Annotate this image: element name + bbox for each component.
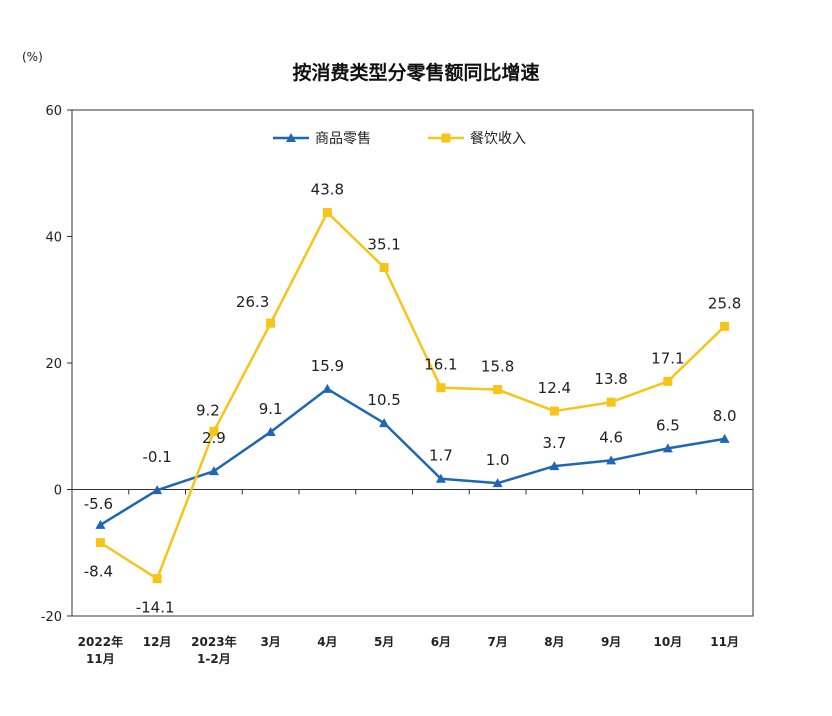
- x-tick-label: 12月: [143, 635, 172, 649]
- data-label: 43.8: [311, 180, 344, 198]
- data-label: 2.9: [202, 429, 226, 447]
- legend: 商品零售 餐饮收入: [273, 131, 526, 147]
- series-2-point: [663, 376, 673, 386]
- series-1-point: [492, 478, 503, 488]
- x-tick-label: 2023年: [191, 634, 236, 649]
- data-label: 8.0: [713, 407, 737, 425]
- data-label: 10.5: [367, 391, 400, 409]
- data-label: 6.5: [656, 416, 680, 434]
- data-label: -8.4: [84, 563, 113, 581]
- chart-title: 按消费类型分零售额同比增速: [292, 62, 540, 84]
- y-tick-label: 20: [45, 357, 62, 372]
- series-1-point: [95, 519, 106, 529]
- data-label: 35.1: [367, 235, 400, 253]
- y-tick-label: 60: [45, 104, 62, 119]
- series-1-point: [435, 473, 446, 483]
- series-2-point: [720, 321, 730, 331]
- series-layer: [95, 207, 730, 584]
- series-2-point: [266, 318, 276, 328]
- data-label: -5.6: [84, 495, 113, 513]
- series-2-point: [493, 385, 503, 395]
- legend-marker-2: [441, 133, 451, 143]
- data-label: 12.4: [538, 379, 571, 397]
- data-label: -0.1: [142, 448, 171, 466]
- data-label: 4.6: [599, 428, 623, 446]
- data-label: 3.7: [542, 434, 566, 452]
- x-tick-label: 9月: [601, 635, 621, 649]
- series-1-point: [379, 418, 390, 428]
- x-tick-label: 4月: [317, 635, 337, 649]
- data-label: 15.9: [311, 357, 344, 375]
- x-tick-label: 2022年: [78, 634, 123, 649]
- series-2-point: [209, 426, 219, 436]
- series-line-2: [99, 211, 726, 580]
- series-2-point: [606, 397, 616, 407]
- x-tick-label: 3月: [260, 635, 280, 649]
- legend-label-2: 餐饮收入: [470, 131, 526, 147]
- series-2-point: [549, 406, 559, 416]
- x-tick-label: 8月: [544, 635, 564, 649]
- y-tick-label: 0: [54, 484, 62, 499]
- series-2-point: [152, 574, 162, 584]
- data-labels-layer: -5.6 -0.1 2.9 9.1 15.9 10.5 1.7 1.0 3.7 4.6 6.5 8.0…: [84, 180, 742, 616]
- data-label: 13.8: [594, 370, 627, 388]
- series-2-point: [95, 538, 105, 548]
- series-1-point: [265, 426, 276, 436]
- x-tick-label: 6月: [431, 635, 451, 649]
- x-tick-label: 11月: [710, 635, 739, 649]
- y-tick-label: -20: [41, 610, 62, 625]
- series-2-point: [322, 207, 332, 217]
- x-tick-label: 11月: [86, 652, 115, 666]
- legend-label-1: 商品零售: [315, 131, 371, 147]
- series-1-point: [208, 466, 219, 476]
- data-label: 9.1: [259, 400, 283, 418]
- data-label: 16.1: [424, 356, 457, 374]
- series-1-point: [606, 455, 617, 465]
- data-label: -14.1: [136, 599, 175, 617]
- series-1-point: [322, 383, 333, 393]
- y-unit-label: (%): [22, 50, 43, 64]
- series-1-point: [662, 443, 673, 453]
- data-label: 1.0: [486, 451, 510, 469]
- x-tick-label: 5月: [374, 635, 394, 649]
- series-2-point: [436, 383, 446, 393]
- data-label: 17.1: [651, 349, 684, 367]
- x-tick-label: 10月: [654, 635, 683, 649]
- data-label: 9.2: [196, 401, 220, 419]
- data-label: 25.8: [708, 294, 741, 312]
- series-1-point: [152, 485, 163, 495]
- axes-layer: -20 0 20 40 60 2022年 11月 12月 2023年 1-2月 3月 4月 5月 6月 7月…: [41, 104, 754, 666]
- series-line-1: [99, 387, 725, 526]
- series-1-point: [719, 433, 730, 443]
- legend-marker-1: [286, 133, 296, 142]
- x-tick-label: 1-2月: [197, 652, 231, 666]
- series-1-point: [549, 461, 560, 471]
- data-label: 15.8: [481, 358, 514, 376]
- y-tick-label: 40: [45, 231, 62, 246]
- x-tick-label: 7月: [487, 635, 507, 649]
- data-label: 26.3: [236, 293, 269, 311]
- data-label: 1.7: [429, 447, 453, 465]
- series-2-point: [379, 262, 389, 272]
